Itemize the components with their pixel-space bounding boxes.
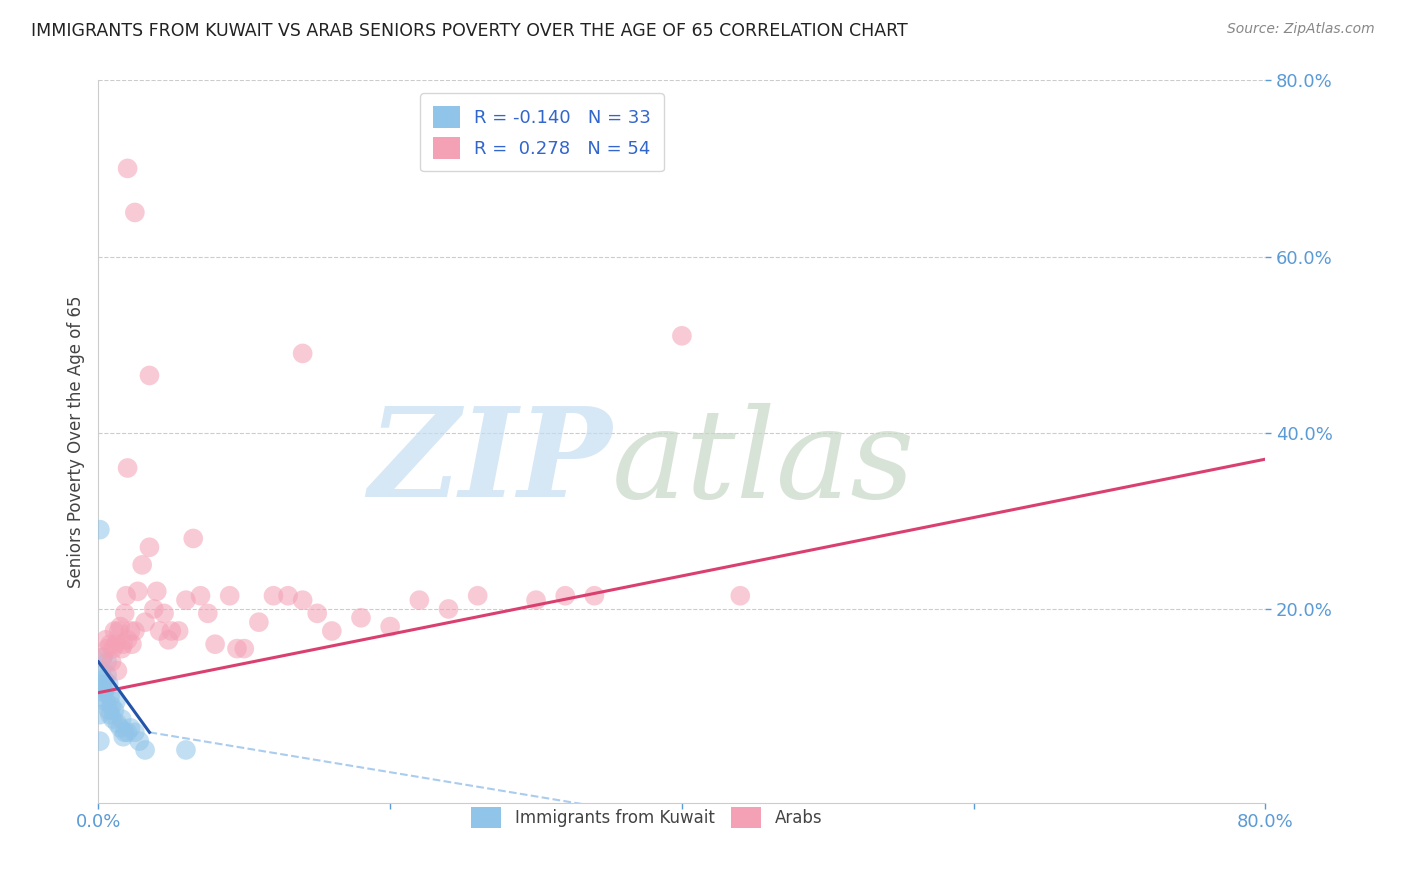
Point	[321, 624, 343, 638]
Legend: Immigrants from Kuwait, Arabs: Immigrants from Kuwait, Arabs	[465, 800, 830, 834]
Point	[120, 624, 142, 638]
Point	[108, 624, 131, 638]
Point	[157, 632, 180, 647]
Point	[117, 725, 139, 739]
Point	[104, 694, 127, 708]
Point	[467, 589, 489, 603]
Point	[93, 673, 115, 687]
Point	[117, 161, 139, 176]
Text: atlas: atlas	[612, 402, 915, 524]
Text: Source: ZipAtlas.com: Source: ZipAtlas.com	[1227, 22, 1375, 37]
Point	[174, 743, 197, 757]
Point	[124, 725, 146, 739]
Point	[142, 602, 165, 616]
Text: IMMIGRANTS FROM KUWAIT VS ARAB SENIORS POVERTY OVER THE AGE OF 65 CORRELATION CH: IMMIGRANTS FROM KUWAIT VS ARAB SENIORS P…	[31, 22, 908, 40]
Point	[174, 593, 197, 607]
Point	[138, 541, 160, 555]
Point	[105, 716, 128, 731]
Point	[524, 593, 547, 607]
Point	[138, 368, 160, 383]
Point	[100, 698, 122, 713]
Point	[104, 637, 127, 651]
Point	[226, 641, 249, 656]
Point	[128, 734, 150, 748]
Point	[94, 632, 117, 647]
Point	[554, 589, 576, 603]
Point	[197, 607, 219, 621]
Point	[131, 558, 153, 572]
Point	[247, 615, 270, 630]
Point	[583, 589, 606, 603]
Point	[277, 589, 299, 603]
Point	[110, 721, 132, 735]
Point	[112, 637, 135, 651]
Point	[160, 624, 183, 638]
Point	[90, 664, 112, 678]
Point	[350, 611, 373, 625]
Point	[204, 637, 226, 651]
Point	[101, 641, 124, 656]
Point	[291, 346, 314, 360]
Point	[167, 624, 190, 638]
Point	[98, 690, 121, 704]
Point	[91, 681, 114, 696]
Point	[115, 589, 138, 603]
Point	[94, 694, 117, 708]
Point	[98, 637, 121, 651]
Point	[103, 624, 125, 638]
Point	[291, 593, 314, 607]
Point	[181, 532, 204, 546]
Point	[98, 707, 121, 722]
Point	[89, 523, 111, 537]
Point	[90, 677, 112, 691]
Point	[124, 205, 146, 219]
Point	[94, 681, 117, 696]
Point	[97, 677, 120, 691]
Point	[233, 641, 256, 656]
Point	[262, 589, 284, 603]
Point	[380, 619, 402, 633]
Point	[124, 624, 146, 638]
Point	[96, 668, 118, 682]
Point	[89, 707, 111, 722]
Point	[146, 584, 169, 599]
Point	[97, 703, 120, 717]
Point	[671, 328, 693, 343]
Text: ZIP: ZIP	[368, 402, 612, 524]
Point	[408, 593, 430, 607]
Point	[101, 712, 124, 726]
Point	[114, 725, 136, 739]
Point	[153, 607, 176, 621]
Point	[117, 461, 139, 475]
Point	[89, 734, 111, 748]
Point	[91, 650, 114, 665]
Point	[91, 650, 114, 665]
Point	[117, 632, 139, 647]
Point	[90, 690, 112, 704]
Point	[218, 589, 240, 603]
Point	[307, 607, 329, 621]
Point	[111, 641, 134, 656]
Point	[134, 615, 156, 630]
Point	[190, 589, 212, 603]
Point	[127, 584, 149, 599]
Point	[100, 655, 122, 669]
Point	[96, 641, 118, 656]
Point	[437, 602, 460, 616]
Point	[120, 721, 142, 735]
Point	[105, 664, 128, 678]
Point	[96, 655, 118, 669]
Point	[110, 619, 132, 633]
Y-axis label: Seniors Poverty Over the Age of 65: Seniors Poverty Over the Age of 65	[66, 295, 84, 588]
Point	[112, 730, 135, 744]
Point	[93, 686, 115, 700]
Point	[121, 637, 143, 651]
Point	[103, 703, 125, 717]
Point	[111, 712, 134, 726]
Point	[114, 607, 136, 621]
Point	[134, 743, 156, 757]
Point	[730, 589, 752, 603]
Point	[149, 624, 172, 638]
